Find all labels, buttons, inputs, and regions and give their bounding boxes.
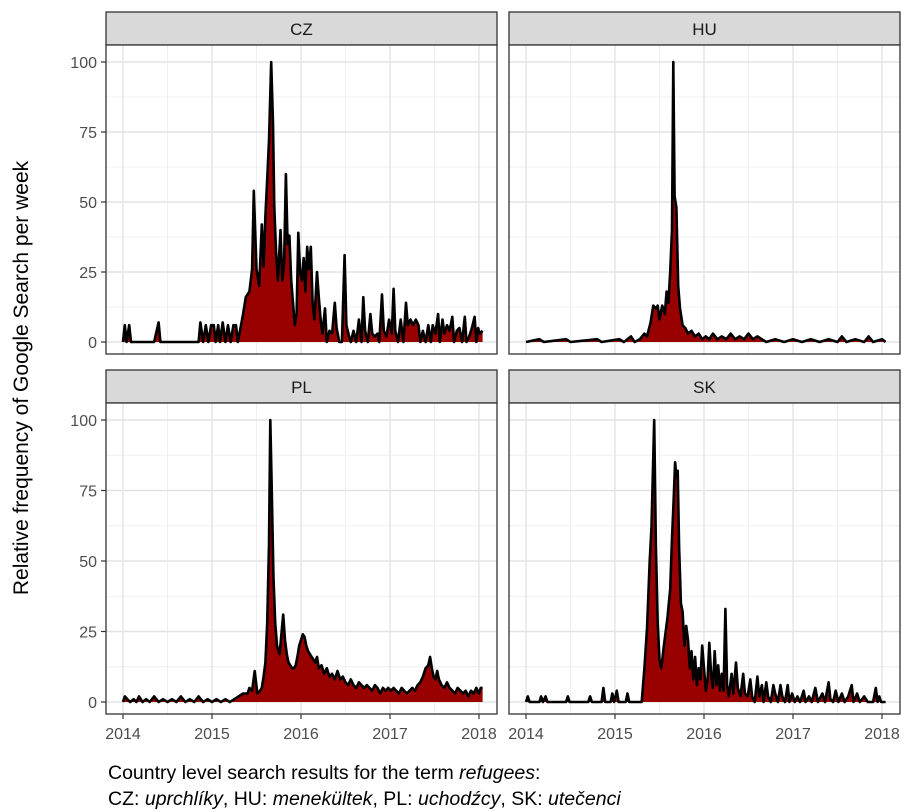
x-tick-label: 2016 [686,726,722,743]
panel-border [105,44,498,355]
caption-pl-term: uchodźcy [417,788,501,810]
panel-title: HU [692,20,717,39]
x-tick-label: 2015 [194,726,230,743]
caption-sk-term: utečenci [548,788,621,810]
chart-svg: Relative frequency of Google Search per … [10,11,901,743]
panel-strip [508,11,901,46]
y-tick-label: 25 [79,625,97,642]
series-area [123,420,483,702]
caption-sk-label: , SK: [500,788,549,810]
x-tick-label: 2017 [372,726,408,743]
x-tick-label: 2016 [283,726,319,743]
x-tick-label: 2017 [775,726,811,743]
x-tick-label: 2014 [105,726,141,743]
caption-suffix: : [535,762,541,784]
y-tick-label: 50 [79,195,97,212]
caption-term: refugees [459,762,536,784]
series-line [121,418,483,704]
y-axis-label: Relative frequency of Google Search per … [10,160,33,595]
x-tick-label: 2015 [597,726,633,743]
caption-prefix: Country level search results for the ter… [108,762,460,784]
y-tick-label: 75 [79,484,97,501]
y-tick-label: 50 [79,554,97,571]
x-tick-label: 2018 [461,726,497,743]
panel-border [508,44,901,355]
y-tick-label: 0 [88,695,97,712]
caption-cz-term: uprchlíky [144,788,223,810]
panel-strip [105,11,498,46]
caption-hu-term: menekültek [272,788,373,810]
series-line [121,60,484,344]
x-tick-label: 2014 [508,726,544,743]
panel-title: PL [291,378,312,397]
caption-hu-label: , HU: [222,788,273,810]
caption-pl-label: , PL: [372,788,418,810]
y-tick-label: 75 [79,125,97,142]
caption-line-1: Country level search results for the ter… [108,760,621,786]
y-tick-label: 0 [88,335,97,352]
y-tick-label: 25 [79,265,97,282]
x-tick-label: 2018 [864,726,900,743]
caption-cz-label: CZ: [108,788,145,810]
panel-title: SK [693,378,716,397]
panel-title: CZ [290,20,313,39]
caption-line-2: CZ: uprchlíky, HU: menekültek, PL: uchod… [108,786,621,812]
series-area [123,62,483,342]
y-tick-label: 100 [70,413,97,430]
series-line [525,60,887,344]
series-line [524,418,886,704]
chart-caption: Country level search results for the ter… [108,760,621,812]
y-tick-label: 100 [70,55,97,72]
